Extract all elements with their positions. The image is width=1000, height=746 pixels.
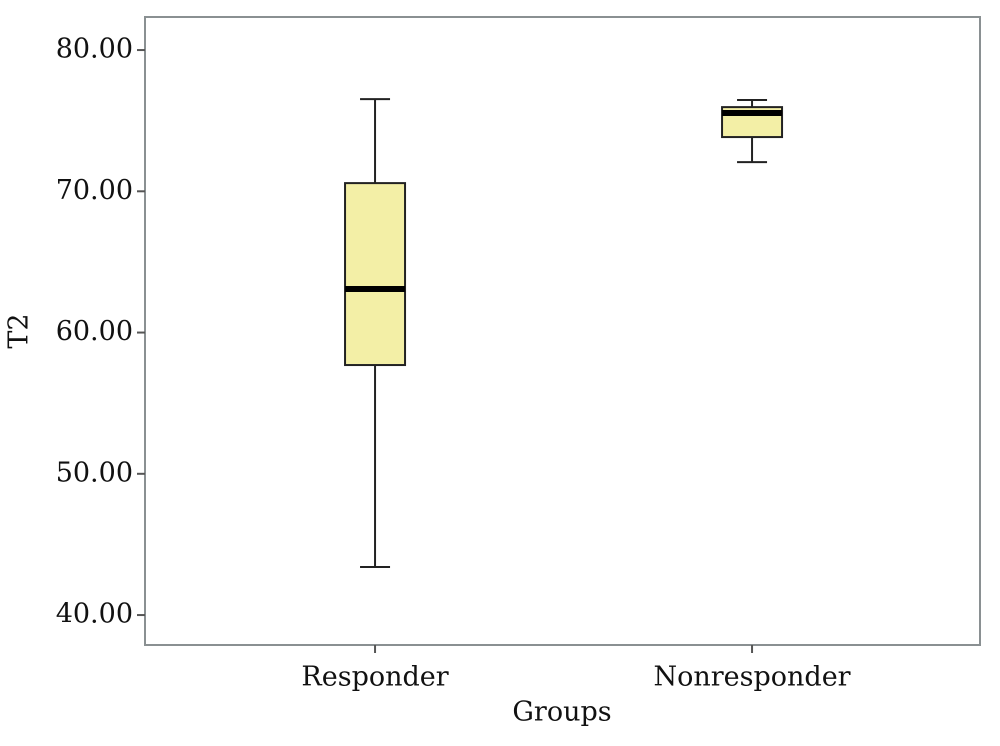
y-tick-label: 70.00	[56, 175, 133, 206]
plot-frame	[144, 16, 981, 646]
x-tick-label: Responder	[301, 662, 448, 693]
y-axis-title: T2	[4, 313, 35, 348]
y-tick-label: 80.00	[56, 34, 133, 65]
y-tick-label: 60.00	[56, 316, 133, 347]
box	[344, 182, 407, 367]
y-tick-label: 50.00	[56, 457, 133, 488]
x-tick-label: Nonresponder	[653, 662, 850, 693]
y-tick-label: 40.00	[56, 599, 133, 630]
x-axis-title: Groups	[512, 697, 611, 728]
